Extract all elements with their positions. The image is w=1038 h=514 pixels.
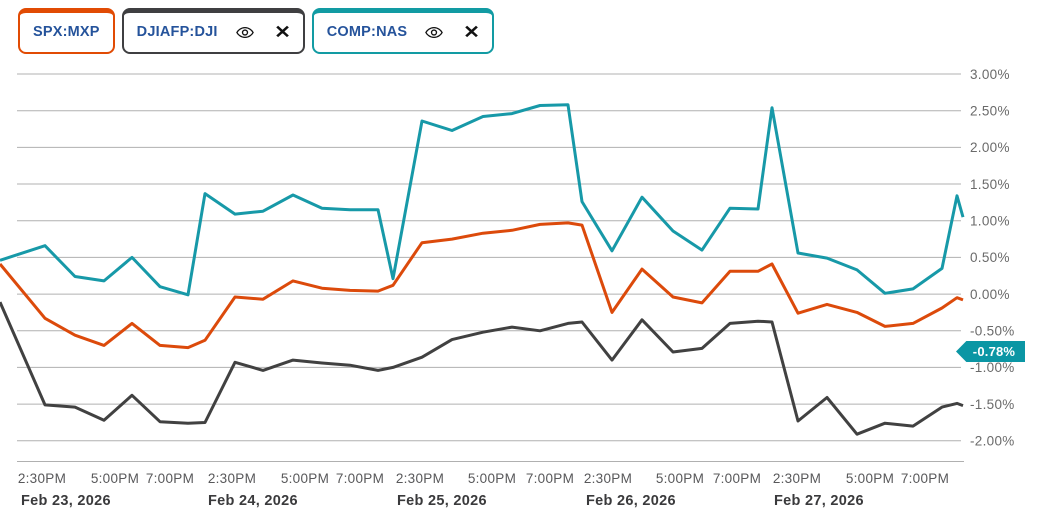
- time-label: 7:00PM: [146, 471, 194, 486]
- date-label: Feb 27, 2026: [774, 493, 864, 509]
- series-line-DJIAFP:DJI: [0, 301, 964, 436]
- time-label: 7:00PM: [901, 471, 949, 486]
- ticker-chip-comp-nas[interactable]: COMP:NAS ✕: [311, 8, 495, 54]
- ticker-symbol-label: SPX:MXP: [33, 24, 100, 40]
- eye-icon[interactable]: [425, 26, 444, 39]
- close-icon[interactable]: ✕: [273, 22, 291, 42]
- last-value-badge: -0.78%: [956, 341, 1025, 362]
- eye-icon[interactable]: [235, 26, 254, 39]
- series-line-SPX:MXP: [0, 221, 964, 350]
- ticker-chip-djiafp-dji[interactable]: DJIAFP:DJI ✕: [121, 8, 305, 54]
- time-label: 2:30PM: [208, 471, 256, 486]
- ticker-chip-row: SPX:MXP DJIAFP:DJI ✕ COMP:NAS ✕: [18, 8, 495, 54]
- y-axis-label: -1.50%: [970, 397, 1015, 412]
- time-label: 2:30PM: [396, 471, 444, 486]
- ticker-symbol-label: DJIAFP:DJI: [136, 24, 218, 40]
- y-axis-label: -0.50%: [970, 324, 1015, 339]
- y-axis-label: 0.50%: [970, 250, 1010, 265]
- series-line-COMP:NAS: [0, 103, 965, 297]
- time-label: 2:30PM: [584, 471, 632, 486]
- y-axis-label: 1.00%: [970, 214, 1010, 229]
- date-label: Feb 23, 2026: [21, 493, 111, 509]
- time-label: 7:00PM: [526, 471, 574, 486]
- y-axis-label: 3.00%: [970, 67, 1010, 82]
- y-axis-label: 2.50%: [970, 104, 1010, 119]
- y-axis-label: -2.00%: [970, 434, 1015, 449]
- time-label: 7:00PM: [713, 471, 761, 486]
- ticker-symbol-label: COMP:NAS: [326, 24, 408, 40]
- time-label: 2:30PM: [18, 471, 66, 486]
- y-axis-label: -1.00%: [970, 360, 1015, 375]
- ticker-chip-spx-mxp[interactable]: SPX:MXP: [18, 8, 115, 54]
- date-label: Feb 24, 2026: [208, 493, 298, 509]
- date-label: Feb 25, 2026: [397, 493, 487, 509]
- time-label: 5:00PM: [468, 471, 516, 486]
- time-label: 5:00PM: [846, 471, 894, 486]
- y-axis-label: 0.00%: [970, 287, 1010, 302]
- time-label: 7:00PM: [336, 471, 384, 486]
- close-icon[interactable]: ✕: [463, 22, 481, 42]
- time-label: 2:30PM: [773, 471, 821, 486]
- time-label: 5:00PM: [281, 471, 329, 486]
- y-axis-label: 2.00%: [970, 140, 1010, 155]
- time-label: 5:00PM: [91, 471, 139, 486]
- y-axis-label: 1.50%: [970, 177, 1010, 192]
- time-label: 5:00PM: [656, 471, 704, 486]
- date-label: Feb 26, 2026: [586, 493, 676, 509]
